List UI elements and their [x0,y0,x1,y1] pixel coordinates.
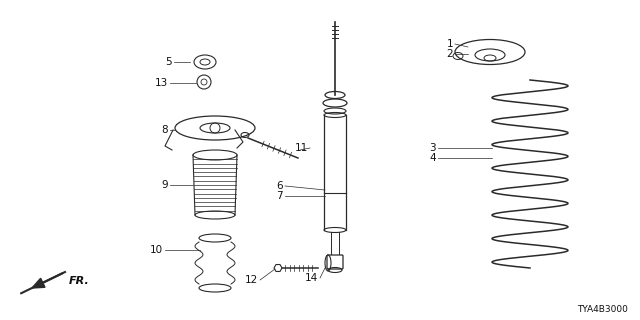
Text: FR.: FR. [69,276,90,286]
Text: 6: 6 [276,181,283,191]
Text: 10: 10 [150,245,163,255]
Text: 12: 12 [244,275,258,285]
Text: 2: 2 [446,49,453,59]
Text: 4: 4 [429,153,436,163]
Text: 8: 8 [161,125,168,135]
Text: 9: 9 [161,180,168,190]
Text: TYA4B3000: TYA4B3000 [577,305,628,314]
Text: 13: 13 [155,78,168,88]
Text: 14: 14 [305,273,318,283]
Polygon shape [32,278,45,288]
Text: 7: 7 [276,191,283,201]
Text: 11: 11 [295,143,308,153]
Text: 5: 5 [165,57,172,67]
Text: 1: 1 [446,39,453,49]
Text: 3: 3 [429,143,436,153]
